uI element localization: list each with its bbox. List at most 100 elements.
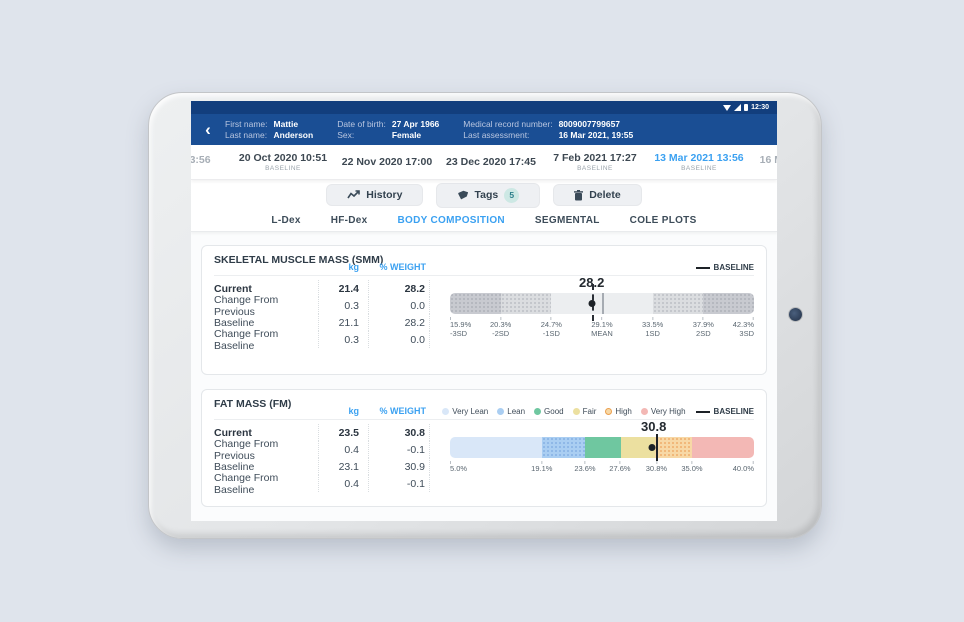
table-row: Baseline 23.1 30.9 xyxy=(214,458,430,475)
fm-gauge-bar xyxy=(450,437,754,458)
fm-header-right: Very Lean Lean Good Fair High Very High … xyxy=(442,407,754,416)
fm-current-marker-dot xyxy=(648,444,656,451)
fm-card: FAT MASS (FM) kg % WEIGHT Very Lean Lean… xyxy=(201,389,767,507)
last-name-value: Anderson xyxy=(273,130,314,140)
tab-segmental[interactable]: SEGMENTAL xyxy=(534,215,600,226)
sex-value: Female xyxy=(391,130,422,140)
fm-pct-column-header: % WEIGHT xyxy=(379,406,427,416)
patient-record-group: Medical record number: 8009007799657 Las… xyxy=(463,119,633,140)
tab-cole-plots[interactable]: COLE PLOTS xyxy=(629,215,697,226)
high-dot-icon xyxy=(605,408,613,415)
first-name-value: Mattie xyxy=(273,119,299,129)
legend-very-high: Very High xyxy=(640,407,686,416)
smm-zone-minus2sd xyxy=(500,293,552,314)
smm-current-value-label: 28.2 xyxy=(579,275,605,290)
wifi-icon xyxy=(723,104,732,111)
fm-zone-high xyxy=(655,437,692,458)
history-chart-icon xyxy=(347,190,361,200)
assessment-timeline: 0 13:56 20 Oct 2020 10:51 BASELINE 22 No… xyxy=(191,145,777,180)
table-row: Change From Previous 0.4 -0.1 xyxy=(214,438,430,462)
tab-bar: L-Dex HF-Dex BODY COMPOSITION SEGMENTAL … xyxy=(191,210,777,232)
legend-high: High xyxy=(605,407,632,416)
fm-baseline-marker-line xyxy=(656,434,659,461)
very-high-dot-icon xyxy=(640,408,648,415)
action-buttons-row: History Tags 5 Delete xyxy=(191,180,777,210)
smm-column-headers: kg % WEIGHT xyxy=(318,262,430,272)
smm-baseline-legend: BASELINE xyxy=(695,263,754,272)
timeline-item[interactable]: 22 Nov 2020 17:00 xyxy=(341,155,433,168)
smm-card-body: Current 21.4 28.2 Change From Previous 0… xyxy=(214,275,754,366)
smm-gauge-ticks: 15.9% -3SD 20.3% -2SD 24.7% -1SD 29.1% MEAN … xyxy=(450,317,754,341)
delete-button-label: Delete xyxy=(589,189,621,201)
timeline-item[interactable]: 20 Oct 2020 10:51 BASELINE xyxy=(238,152,328,172)
lean-dot-icon xyxy=(497,408,505,415)
legend-fair: Fair xyxy=(572,407,596,416)
smm-zone-plus1sd xyxy=(601,293,653,314)
table-row: Change From Baseline 0.3 0.0 xyxy=(214,328,430,352)
table-row: Current 23.5 30.8 xyxy=(214,424,430,441)
cell-signal-icon xyxy=(734,104,742,111)
smm-pct-column-header: % WEIGHT xyxy=(379,262,427,272)
fm-card-body: Current 23.5 30.8 Change From Previous 0… xyxy=(214,419,754,498)
sex-label: Sex: xyxy=(337,130,355,140)
mrn-label: Medical record number: xyxy=(463,119,553,129)
last-name-label: Last name: xyxy=(225,130,268,140)
timeline-item-partial-left[interactable]: 0 13:56 xyxy=(191,154,211,166)
tags-button[interactable]: Tags 5 xyxy=(436,182,541,208)
smm-zone-plus3sd xyxy=(703,293,754,314)
timeline-item[interactable]: 23 Dec 2020 17:45 xyxy=(446,155,536,168)
history-button[interactable]: History xyxy=(326,184,424,206)
smm-gauge: 28.2 15.9% -3SD xyxy=(450,275,754,366)
smm-card: SKELETAL MUSCLE MASS (SMM) kg % WEIGHT B… xyxy=(201,245,767,375)
fm-zone-very-high xyxy=(691,437,754,458)
trash-icon xyxy=(574,189,584,201)
smm-zone-plus2sd xyxy=(652,293,704,314)
timeline-item[interactable]: 7 Feb 2021 17:27 BASELINE xyxy=(553,152,637,172)
smm-gauge-bar xyxy=(450,293,754,314)
tab-hf-dex[interactable]: HF-Dex xyxy=(330,215,368,226)
table-row: Baseline 21.1 28.2 xyxy=(214,314,430,331)
tag-icon xyxy=(457,190,469,200)
fm-zone-fair xyxy=(620,437,656,458)
fm-baseline-legend: BASELINE xyxy=(695,407,754,416)
patient-header-bar: ‹ First name: Mattie Last name: Anderson… xyxy=(191,114,777,145)
legend-very-lean: Very Lean xyxy=(442,407,488,416)
tags-button-label: Tags xyxy=(474,189,499,201)
back-chevron-icon[interactable]: ‹ xyxy=(205,119,211,139)
fm-gauge: 30.8 5.0% 19.1% xyxy=(450,419,754,498)
smm-kg-column-header: kg xyxy=(348,262,359,272)
legend-lean: Lean xyxy=(497,407,525,416)
delete-button[interactable]: Delete xyxy=(553,184,642,206)
last-assessment-label: Last assessment: xyxy=(463,130,530,140)
smm-table: Current 21.4 28.2 Change From Previous 0… xyxy=(214,276,430,366)
fm-card-title: FAT MASS (FM) xyxy=(214,398,292,410)
patient-name-group: First name: Mattie Last name: Anderson xyxy=(225,119,313,140)
smm-zone-minus1sd xyxy=(551,293,602,314)
tablet-camera xyxy=(789,308,802,321)
status-time: 12:30 xyxy=(751,104,769,111)
android-status-bar: 12:30 xyxy=(191,101,777,114)
timeline-item-selected[interactable]: 13 Mar 2021 13:56 BASELINE xyxy=(654,152,744,172)
smm-mean-line xyxy=(602,293,604,314)
fm-kg-column-header: kg xyxy=(348,406,359,416)
body-composition-content: SKELETAL MUSCLE MASS (SMM) kg % WEIGHT B… xyxy=(191,232,777,521)
smm-zone-minus3sd xyxy=(450,293,501,314)
tab-body-composition[interactable]: BODY COMPOSITION xyxy=(397,215,505,226)
dob-value: 27 Apr 1966 xyxy=(391,119,440,129)
fm-zone-legend: Very Lean Lean Good Fair High Very High xyxy=(442,407,686,416)
tab-l-dex[interactable]: L-Dex xyxy=(271,215,301,226)
fair-dot-icon xyxy=(572,408,580,415)
legend-good: Good xyxy=(534,407,564,416)
table-row: Change From Previous 0.3 0.0 xyxy=(214,294,430,318)
fm-card-header: FAT MASS (FM) kg % WEIGHT Very Lean Lean… xyxy=(214,396,754,420)
timeline-item-partial-right[interactable]: 16 M xyxy=(759,154,777,166)
battery-icon xyxy=(744,104,749,111)
table-row: Change From Baseline 0.4 -0.1 xyxy=(214,472,430,496)
last-assessment-value: 16 Mar 2021, 19:55 xyxy=(558,130,634,140)
tablet-device: 12:30 ‹ First name: Mattie Last name: An… xyxy=(148,92,822,539)
dob-label: Date of birth: xyxy=(337,119,386,129)
fm-column-headers: kg % WEIGHT xyxy=(318,406,430,416)
baseline-dash-icon xyxy=(695,410,710,413)
fm-table: Current 23.5 30.8 Change From Previous 0… xyxy=(214,420,430,498)
fm-zone-lean xyxy=(541,437,585,458)
